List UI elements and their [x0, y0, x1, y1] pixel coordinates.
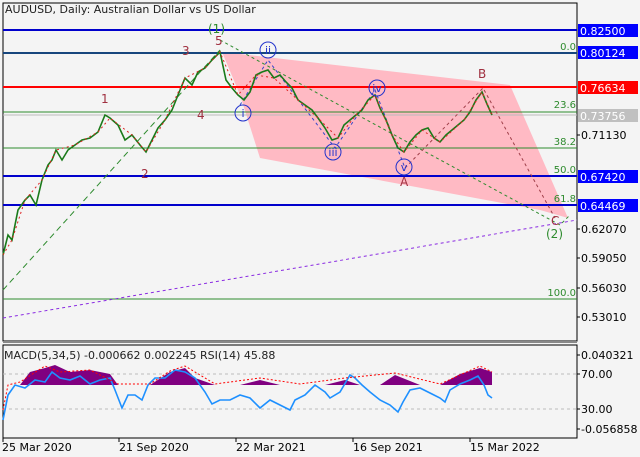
svg-text:0.64469: 0.64469 — [580, 200, 626, 213]
wave-label-iii: iii — [328, 146, 337, 159]
svg-text:0.76634: 0.76634 — [580, 82, 626, 95]
svg-text:50.0: 50.0 — [554, 165, 576, 176]
svg-text:0.73756: 0.73756 — [580, 110, 626, 123]
long-term-trendline — [2, 219, 578, 319]
wave-label-i: i — [241, 107, 244, 120]
wave-label-iv: iv — [372, 82, 382, 95]
svg-text:0.56030: 0.56030 — [581, 282, 627, 295]
svg-text:30.00: 30.00 — [581, 403, 613, 416]
svg-text:16 Sep 2021: 16 Sep 2021 — [353, 441, 423, 454]
date-axis: 25 Mar 2020 21 Sep 2020 22 Mar 2021 16 S… — [2, 438, 540, 454]
svg-text:0.59050: 0.59050 — [581, 252, 627, 265]
abc-path — [404, 87, 556, 219]
svg-text:0.71130: 0.71130 — [581, 129, 627, 142]
level-badges: 0.82500 0.80124 0.76634 0.73756 0.67420 … — [578, 24, 638, 213]
svg-text:0.80124: 0.80124 — [580, 47, 626, 60]
wave-label-4: 4 — [197, 108, 205, 122]
wave-label-1-primary: (1) — [208, 22, 225, 36]
wave-label-a: A — [400, 175, 409, 189]
svg-text:70.00: 70.00 — [581, 368, 613, 381]
indicator-label: MACD(5,34,5) -0.000662 0.002245 RSI(14) … — [4, 349, 276, 362]
svg-text:25 Mar 2020: 25 Mar 2020 — [2, 441, 72, 454]
price-candles — [2, 50, 493, 256]
minor-wave-path — [239, 59, 406, 169]
svg-text:21 Sep 2020: 21 Sep 2020 — [119, 441, 189, 454]
wave-label-5: 5 — [215, 34, 223, 48]
svg-text:0.040321: 0.040321 — [581, 349, 634, 362]
svg-text:0.67420: 0.67420 — [580, 171, 626, 184]
wave-label-v: v — [401, 161, 408, 174]
wave-label-2: 2 — [141, 167, 149, 181]
svg-text:0.53010: 0.53010 — [581, 311, 627, 324]
svg-text:23.6: 23.6 — [554, 100, 576, 111]
svg-text:22 Mar 2021: 22 Mar 2021 — [236, 441, 306, 454]
wave-label-b: B — [478, 67, 486, 81]
svg-text:0.62070: 0.62070 — [581, 223, 627, 236]
price-axis: 0.71130 0.62070 0.59050 0.56030 0.53010 — [577, 129, 627, 324]
wave-label-c: C — [551, 214, 559, 228]
indicator-axis: 0.040321 70.00 30.00 -0.056858 — [577, 349, 637, 436]
fib-labels: 0.0 23.6 38.2 50.0 61.8 100.0 — [547, 42, 576, 299]
svg-text:61.8: 61.8 — [554, 194, 576, 205]
wave-label-ii: ii — [265, 44, 271, 57]
impulse-trendline — [2, 49, 221, 291]
svg-text:100.0: 100.0 — [547, 288, 576, 299]
wave-labels: (1) 5 3 1 2 4 A B C (2) — [101, 22, 563, 241]
svg-text:0.82500: 0.82500 — [580, 25, 626, 38]
wave-label-3: 3 — [182, 44, 190, 58]
indicator-frame — [2, 344, 578, 439]
rsi-line — [2, 369, 493, 421]
chart-title: AUDUSD, Daily: Australian Dollar vs US D… — [5, 3, 256, 16]
wave-label-1: 1 — [101, 92, 109, 106]
svg-text:38.2: 38.2 — [554, 137, 576, 148]
svg-text:0.0: 0.0 — [560, 42, 576, 53]
svg-text:-0.056858: -0.056858 — [581, 423, 637, 436]
minor-wave-labels: i ii iii iv v — [234, 41, 413, 176]
wave-1-2-path — [219, 39, 571, 226]
svg-text:15 Mar 2022: 15 Mar 2022 — [470, 441, 540, 454]
wave-label-2-primary: (2) — [546, 227, 563, 241]
